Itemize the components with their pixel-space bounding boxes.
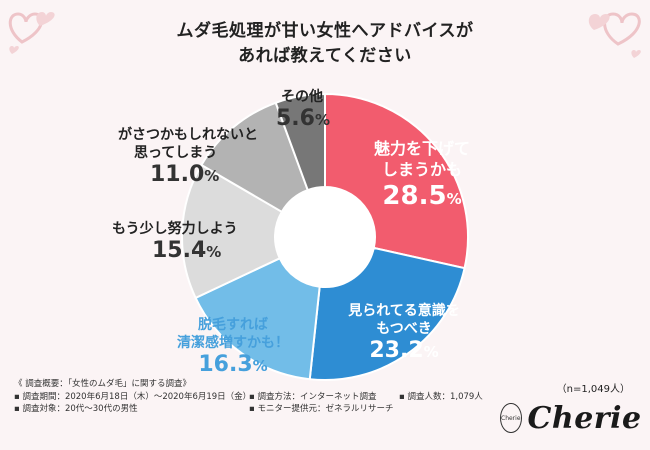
slice-label-0-line1: 魅力を下げて (373, 139, 470, 158)
slice-label-2-line1: 脱毛すれば (198, 317, 268, 333)
slice-value-0: 28.5% (382, 181, 462, 211)
survey-period: ▪ 調査期間：2020年6月18日（木）〜2020年6月19日（金） (14, 391, 252, 402)
sample-size: （n=1,049人） (556, 384, 630, 395)
slice-label-2: 脱毛すれば 清潔感増すかも！ 16.3% (158, 316, 308, 379)
slice-label-0-line2: しまうかも (381, 160, 462, 179)
brand-logo: Cherie Cherie (500, 398, 642, 438)
slice-label-0: 魅力を下げて しまうかも 28.5% (356, 138, 488, 215)
slice-label-4-line2: 思ってしまう (134, 145, 218, 161)
hearts-decoration-right (588, 12, 641, 58)
survey-overview: 《 調査概要：「女性のムダ毛」に関する調査》 ▪ 調査期間：2020年6月18日… (14, 378, 484, 416)
slice-label-3: もう少し努力しよう 15.4% (112, 220, 238, 265)
slice-value-4: 11.0% (150, 162, 220, 187)
survey-target: ▪ 調査対象：20代〜30代の男性 (14, 404, 138, 414)
slice-label-4: がさつかもしれないと 思ってしまう 11.0% (118, 126, 258, 189)
slice-value-5: 5.6% (276, 106, 331, 131)
donut-slice-0 (324, 92, 469, 270)
chart-title-line2: あれば教えてください (238, 46, 412, 66)
survey-title: 《 調査概要：「女性のムダ毛」に関する調査》 (14, 379, 191, 389)
slice-label-5: その他 5.6% (276, 88, 331, 133)
chart-title-line1: ムダ毛処理が甘い女性へアドバイスが (176, 21, 474, 41)
slice-value-1: 23.2% (369, 338, 439, 363)
survey-method: ▪ 調査方法：インターネット調査 (249, 391, 377, 402)
slice-value-2: 16.3% (198, 352, 268, 377)
slice-label-3-line1: もう少し努力しよう (112, 221, 238, 237)
slice-label-4-line1: がさつかもしれないと (118, 127, 258, 143)
survey-people: ▪ 調査人数：1,079人 (399, 391, 483, 402)
hearts-decoration-left (8, 12, 55, 54)
slice-label-1: 見られてる意識を もつべき 23.2% (344, 302, 464, 365)
slice-label-1-line2: もつべき (376, 321, 432, 337)
slice-label-2-line2: 清潔感増すかも！ (177, 335, 289, 351)
brand-mark-icon: Cherie (500, 403, 522, 433)
slice-label-1-line1: 見られてる意識を (348, 303, 460, 319)
slice-label-5-line1: その他 (281, 89, 323, 105)
brand-wordmark: Cherie (527, 400, 642, 436)
survey-provider: ▪ モニター提供元：ゼネラルリサーチ (249, 404, 394, 414)
donut-hole (275, 187, 375, 287)
slice-value-3: 15.4% (152, 238, 222, 263)
